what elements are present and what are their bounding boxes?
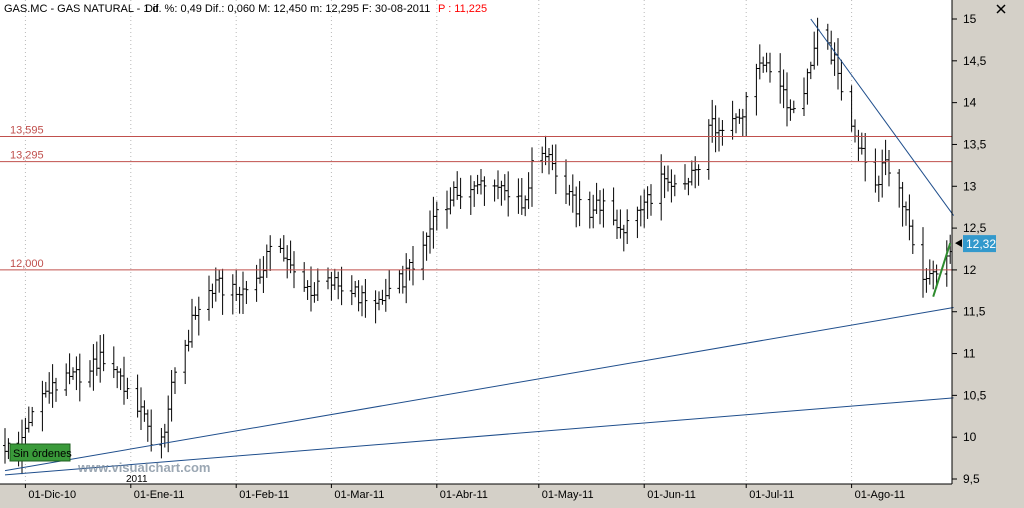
ohlc-bar	[458, 177, 463, 209]
y-tick-label: 13,5	[963, 137, 987, 151]
header-price-label: P : 11,225	[438, 3, 487, 15]
ohlc-bar	[268, 235, 273, 271]
y-tick-label: 10,5	[963, 388, 987, 402]
ohlc-bar	[173, 367, 177, 395]
support-level-label: 13,295	[10, 150, 44, 162]
ohlc-bar	[54, 377, 58, 402]
y-axis: 9,5 10 10,5 11 11,5 12 12,5 13 13,5 14 14,5 15	[951, 0, 987, 486]
ohlc-bar	[530, 147, 534, 207]
x-tick-label: 01-Dic-10	[28, 489, 76, 501]
ohlc-bar	[434, 201, 439, 231]
y-tick-label: 15	[963, 12, 977, 26]
ohlc-bar	[220, 268, 225, 315]
grid	[24, 0, 853, 484]
ohlc-bar	[768, 52, 772, 83]
x-axis: 01-Dic-10 01-Ene-11 01-Feb-11 01-Mar-11 01-A…	[0, 483, 952, 501]
ohlc-bar	[577, 181, 582, 227]
header-info: Dif. %: 0,49 Dif.: 0,060 M: 12,450 m: 12…	[145, 3, 430, 15]
y-tick-label: 11	[963, 347, 976, 361]
last-price-value: 12,32	[966, 237, 996, 251]
ohlc-bar	[863, 133, 868, 182]
plot-area[interactable]	[0, 0, 952, 484]
ohlc-bar	[553, 144, 558, 195]
trend-line[interactable]	[810, 18, 955, 216]
ohlc-bars	[3, 17, 953, 475]
orders-badge[interactable]: Sin órdenes	[9, 443, 72, 462]
y-tick-label: 11,5	[963, 305, 986, 319]
orders-badge-label: Sin órdenes	[13, 448, 72, 460]
ohlc-bar	[339, 266, 344, 306]
x-tick-label: 01-Ene-11	[134, 489, 185, 501]
y-tick-label: 13	[963, 179, 977, 193]
x-tick-label: 01-Ago-11	[855, 489, 906, 501]
ohlc-bar	[672, 174, 677, 197]
y-tick-label: 14,5	[963, 54, 987, 68]
support-levels: 13,595 13,295 12,000	[0, 125, 952, 271]
y-tick-label: 14	[963, 96, 977, 110]
ohlc-bar	[744, 91, 749, 137]
ohlc-bar	[649, 184, 653, 216]
x-tick-label: 01-Jul-11	[749, 489, 794, 501]
ohlc-bar	[244, 280, 249, 304]
x-tick-label: 01-Mar-11	[334, 489, 384, 501]
ohlc-bar	[411, 245, 415, 286]
close-icon[interactable]	[996, 4, 1006, 14]
trend-line[interactable]	[4, 397, 954, 476]
ohlc-bar	[720, 120, 725, 146]
trend-line[interactable]	[4, 307, 954, 472]
ohlc-bar	[910, 219, 915, 254]
ohlc-bar	[625, 209, 630, 245]
ohlc-bar	[696, 164, 701, 186]
watermark: www.visualchart.com	[77, 460, 210, 475]
ohlc-bar	[601, 188, 606, 228]
x-tick-label: 01-May-11	[542, 489, 594, 501]
y-tick-label: 9,5	[963, 472, 980, 486]
ohlc-bar	[6, 438, 11, 460]
short-trend-line[interactable]	[932, 242, 952, 297]
header-symbol: GAS.MC - GAS NATURAL - 1 d	[4, 3, 159, 15]
ohlc-bar	[363, 278, 368, 318]
y-tick-label: 12	[963, 263, 977, 277]
last-price-badge: 12,32	[955, 235, 996, 253]
x-tick-label: 01-Feb-11	[239, 489, 289, 501]
ohlc-bar	[506, 171, 511, 217]
ohlc-bar	[791, 100, 796, 114]
ohlc-bar	[125, 377, 130, 399]
trend-lines	[4, 18, 955, 476]
ohlc-bar	[839, 59, 844, 101]
ohlc-bar	[887, 149, 891, 187]
ohlc-bar	[315, 268, 320, 302]
ohlc-bar	[101, 334, 106, 372]
ohlc-bar	[30, 406, 35, 427]
x-tick-label: 01-Jun-11	[647, 489, 696, 501]
y-tick-label: 12,5	[963, 221, 987, 235]
ohlc-bar	[482, 176, 487, 206]
ohlc-bar	[196, 296, 201, 336]
year-marker: 2011	[126, 474, 148, 485]
ohlc-bar	[387, 270, 392, 300]
support-level-label: 12,000	[10, 258, 44, 270]
y-tick-label: 10	[963, 430, 977, 444]
ohlc-bar	[77, 353, 82, 402]
support-level-label: 13,595	[10, 125, 44, 137]
x-tick-label: 01-Abr-11	[440, 489, 488, 501]
